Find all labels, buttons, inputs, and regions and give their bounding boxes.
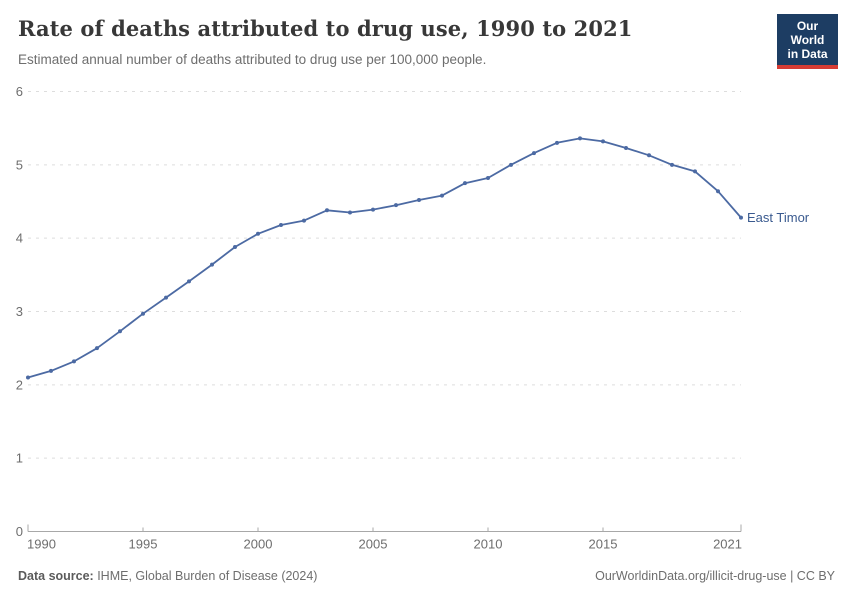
data-point-2019 — [693, 169, 697, 174]
data-point-2020 — [716, 189, 720, 194]
y-tick-label-2: 2 — [16, 377, 23, 392]
data-point-1997 — [187, 279, 191, 284]
y-tick-label-4: 4 — [16, 231, 23, 246]
y-tick-label-6: 6 — [16, 84, 23, 99]
data-source: Data source: IHME, Global Burden of Dise… — [18, 569, 317, 583]
owid-logo-line1: Our World — [790, 19, 825, 47]
data-point-1998 — [210, 262, 214, 267]
page-title: Rate of deaths attributed to drug use, 1… — [18, 16, 633, 41]
data-point-2017 — [647, 153, 651, 158]
x-tick-label-2000: 2000 — [244, 537, 273, 552]
series-label-east-timor[interactable]: East Timor — [747, 210, 810, 225]
data-point-1991 — [49, 368, 53, 373]
data-point-2008 — [440, 193, 444, 198]
y-tick-label-1: 1 — [16, 451, 23, 466]
data-point-2000 — [256, 231, 260, 236]
data-point-2015 — [601, 139, 605, 144]
series-line-east-timor — [27, 137, 742, 379]
data-point-1994 — [118, 329, 122, 334]
data-point-2012 — [532, 151, 536, 156]
data-point-1993 — [95, 346, 99, 351]
x-tick-label-2015: 2015 — [589, 537, 618, 552]
data-point-1990 — [26, 375, 30, 380]
data-point-1996 — [164, 295, 168, 300]
data-point-2006 — [394, 203, 398, 208]
y-tick-label-0: 0 — [16, 524, 23, 539]
data-source-label: Data source: — [18, 569, 94, 583]
data-point-2003 — [325, 208, 329, 213]
data-point-2014 — [578, 136, 582, 141]
data-point-2013 — [555, 140, 559, 145]
data-point-2018 — [670, 162, 674, 167]
x-tick-label-2010: 2010 — [474, 537, 503, 552]
data-point-2001 — [279, 222, 283, 227]
data-point-2005 — [371, 207, 375, 212]
x-tick-label-1995: 1995 — [129, 537, 158, 552]
page-subtitle: Estimated annual number of deaths attrib… — [18, 52, 487, 67]
data-point-2010 — [486, 176, 490, 181]
y-tick-label-3: 3 — [16, 304, 23, 319]
attribution-link[interactable]: OurWorldinData.org/illicit-drug-use | CC… — [595, 569, 835, 583]
data-point-1999 — [233, 244, 237, 249]
x-tick-label-2021: 2021 — [713, 537, 742, 552]
owid-logo-line2: in Data — [787, 47, 828, 61]
x-tick-label-1990: 1990 — [27, 537, 56, 552]
data-point-2016 — [624, 145, 628, 150]
data-point-2011 — [509, 162, 513, 167]
data-point-1992 — [72, 359, 76, 364]
plot-area[interactable] — [28, 80, 741, 532]
data-source-value: IHME, Global Burden of Disease (2024) — [93, 569, 318, 583]
owid-logo[interactable]: Our World in Data — [777, 14, 838, 69]
data-point-2007 — [417, 198, 421, 203]
x-tick-label-2005: 2005 — [359, 537, 388, 552]
data-point-2002 — [302, 218, 306, 223]
data-point-2004 — [348, 210, 352, 215]
data-point-1995 — [141, 311, 145, 316]
data-point-2009 — [463, 181, 467, 186]
y-tick-label-5: 5 — [16, 157, 23, 172]
data-point-2021 — [739, 215, 743, 220]
